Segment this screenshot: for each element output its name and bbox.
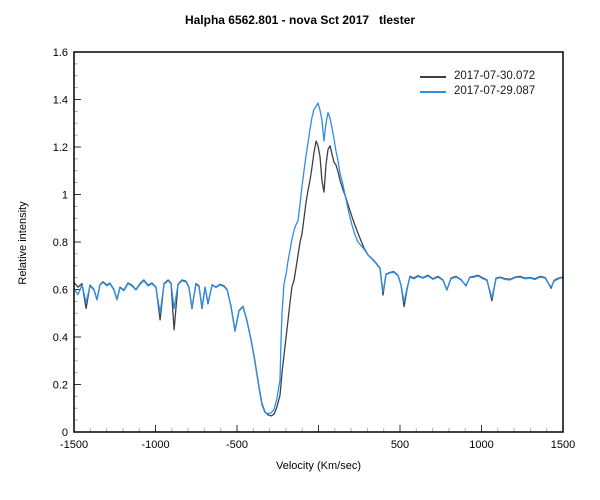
x-tick-label: -1500 (60, 439, 88, 451)
y-tick-label: 0.8 (53, 237, 68, 249)
series-line-2017-07-29.087 (73, 102, 564, 415)
series-line-2017-07-30.072 (73, 140, 564, 417)
y-tick-label: 0.2 (53, 380, 68, 392)
y-tick-label: 1.6 (53, 47, 68, 59)
legend: 2017-07-30.072 2017-07-29.087 (420, 69, 535, 99)
x-tick-label: 1000 (469, 439, 493, 451)
y-tick-label: 0.4 (53, 332, 68, 344)
y-tick-label: 1.4 (53, 95, 68, 107)
chart-title: Halpha 6562.801 - nova Sct 2017 tlester (184, 13, 416, 27)
plot-border (73, 51, 564, 433)
x-tick-label: 1500 (551, 439, 575, 451)
y-axis-title: Relative intensity (17, 201, 29, 285)
x-tick-label: -500 (226, 439, 248, 451)
y-tick-label: 1.2 (53, 142, 68, 154)
legend-label: 2017-07-29.087 (454, 85, 536, 97)
x-axis-title: Velocity (Km/sec) (276, 460, 361, 472)
legend-line-swatch-blue (420, 90, 446, 93)
legend-item: 2017-07-30.072 (420, 69, 535, 84)
y-tick-label: 0.6 (53, 285, 68, 297)
y-tick-label: 1 (62, 190, 68, 202)
legend-item: 2017-07-29.087 (420, 84, 535, 99)
y-tick-label: 0 (62, 427, 68, 439)
x-tick-label: -1000 (141, 439, 169, 451)
legend-line-swatch-dark (420, 75, 446, 78)
x-tick-label: 500 (391, 439, 409, 451)
legend-label: 2017-07-30.072 (454, 70, 536, 82)
